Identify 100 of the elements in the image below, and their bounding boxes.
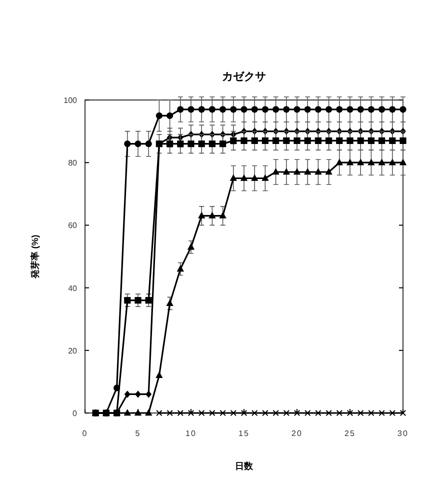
- point: [188, 140, 194, 148]
- point: [378, 106, 386, 113]
- x-tick-label: 5: [135, 429, 141, 438]
- point: [240, 410, 248, 416]
- point: [262, 137, 268, 144]
- point: [326, 106, 332, 113]
- point: [314, 137, 322, 144]
- point: [251, 174, 258, 181]
- point: [368, 158, 375, 166]
- point: [272, 106, 280, 113]
- point: [326, 410, 332, 416]
- point: [124, 409, 131, 416]
- point: [209, 410, 216, 416]
- point: [166, 112, 174, 119]
- point: [346, 410, 354, 416]
- point: [272, 137, 280, 144]
- point: [251, 137, 258, 144]
- point: [208, 212, 216, 218]
- point: [325, 168, 332, 175]
- point: [134, 297, 142, 304]
- point: [177, 410, 184, 416]
- point: [145, 297, 152, 304]
- point: [188, 410, 194, 416]
- point: [198, 140, 205, 148]
- point: [389, 106, 396, 113]
- point: [230, 106, 237, 113]
- point: [346, 137, 354, 144]
- point: [336, 137, 343, 144]
- x-tick-label: 10: [186, 429, 196, 438]
- point: [304, 168, 312, 175]
- point: [177, 140, 184, 148]
- point: [389, 137, 396, 144]
- x-tick-label: 25: [344, 429, 356, 438]
- chart-title: カゼクサ: [222, 71, 266, 83]
- point: [272, 168, 280, 175]
- point: [283, 410, 290, 416]
- y-tick-label: 20: [68, 346, 78, 356]
- y-tick-label: 80: [68, 158, 78, 168]
- y-tick-label: 40: [68, 284, 78, 293]
- y-tick-label: 60: [68, 221, 78, 230]
- point: [368, 410, 374, 416]
- point: [166, 299, 174, 306]
- point: [336, 410, 342, 416]
- point: [315, 410, 322, 416]
- x-tick-label: 15: [238, 429, 250, 438]
- point: [378, 410, 385, 416]
- point: [336, 158, 343, 166]
- point: [187, 243, 195, 250]
- point: [188, 106, 194, 113]
- point: [304, 106, 311, 113]
- point: [240, 106, 248, 113]
- point: [336, 106, 343, 113]
- point: [230, 174, 237, 181]
- point: [156, 112, 162, 119]
- point: [378, 158, 386, 166]
- point: [208, 106, 216, 113]
- point: [357, 158, 364, 166]
- point: [358, 410, 364, 416]
- point: [378, 137, 386, 144]
- point: [124, 297, 131, 304]
- point: [124, 140, 131, 148]
- point: [134, 140, 142, 148]
- point: [400, 137, 406, 144]
- point: [208, 140, 216, 148]
- point: [156, 410, 162, 416]
- point: [294, 106, 300, 113]
- point: [346, 106, 354, 113]
- point: [294, 410, 300, 416]
- point: [262, 174, 269, 181]
- point: [304, 137, 311, 144]
- point: [124, 390, 130, 398]
- x-axis-title: 日数: [235, 461, 254, 471]
- point: [230, 137, 237, 144]
- point: [389, 410, 396, 416]
- point: [135, 390, 141, 398]
- x-tick-label: 0: [82, 429, 88, 438]
- point: [230, 410, 236, 416]
- point: [304, 410, 311, 416]
- point: [176, 265, 184, 272]
- y-tick-label: 100: [64, 96, 78, 105]
- point: [251, 106, 258, 113]
- point: [346, 158, 354, 166]
- point: [166, 140, 174, 148]
- point: [388, 158, 396, 166]
- point: [145, 140, 152, 148]
- point: [240, 174, 248, 181]
- point: [283, 137, 290, 144]
- point: [220, 106, 226, 113]
- point: [220, 140, 226, 148]
- point: [198, 410, 205, 416]
- point: [272, 410, 279, 416]
- point: [166, 410, 173, 416]
- point: [134, 409, 142, 416]
- point: [357, 137, 364, 144]
- point: [156, 371, 163, 378]
- point: [145, 409, 152, 416]
- point: [293, 168, 301, 175]
- point: [240, 137, 248, 144]
- point: [326, 137, 332, 144]
- point: [368, 106, 374, 113]
